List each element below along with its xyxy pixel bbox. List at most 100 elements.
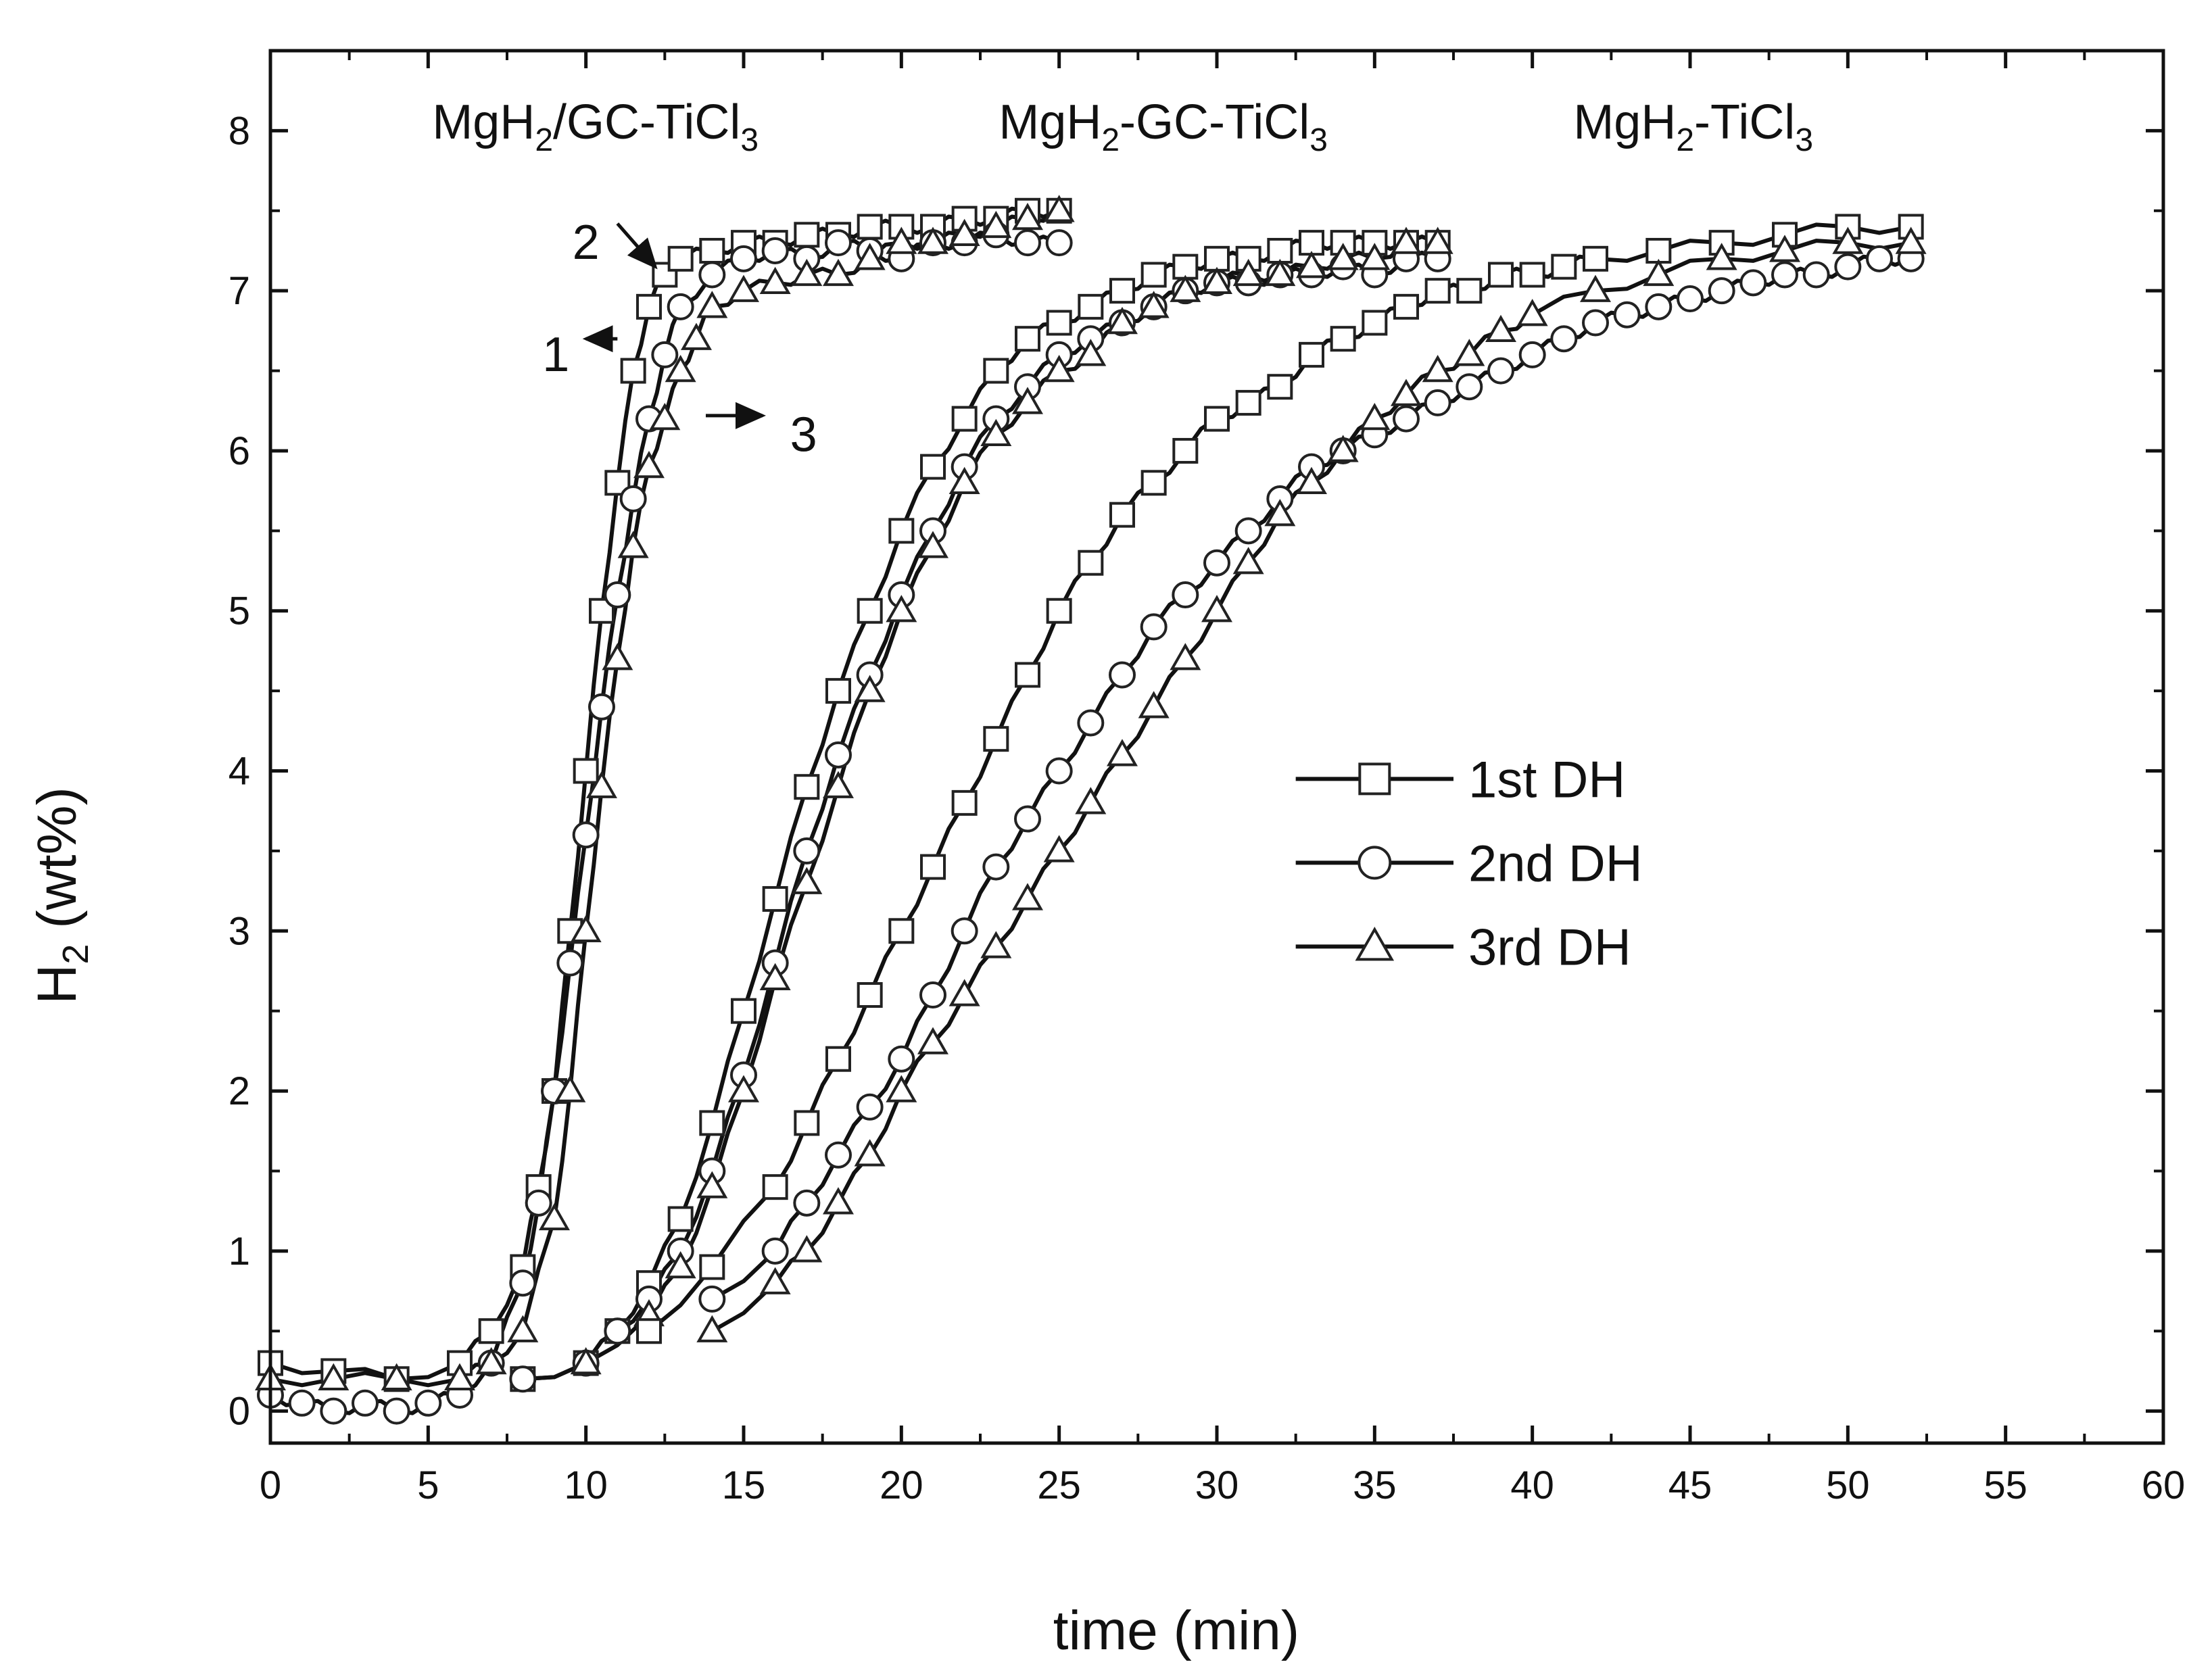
triangle-marker: [1895, 226, 1927, 254]
x-tick-label: 60: [2142, 1463, 2186, 1507]
triangle-marker: [1107, 739, 1138, 766]
circle-marker: [825, 229, 852, 257]
square-marker: [573, 758, 599, 784]
circle-marker: [1802, 261, 1830, 289]
group-label-part: /GC-TiCl: [553, 95, 740, 149]
triangle-marker: [1264, 499, 1296, 527]
square-marker: [983, 358, 1009, 384]
triangle-marker: [649, 403, 681, 431]
circle-marker: [556, 949, 584, 977]
circle-marker: [1645, 293, 1673, 320]
circle-marker: [730, 245, 757, 272]
triangle-marker: [1170, 274, 1201, 302]
square-marker: [794, 222, 820, 248]
triangle-marker: [948, 466, 980, 494]
x-tick-label: 30: [1195, 1463, 1239, 1507]
square-marker: [951, 406, 978, 432]
circle-marker: [383, 1397, 410, 1425]
triangle-marker: [1769, 235, 1800, 262]
x-tick-label: 5: [417, 1463, 439, 1507]
x-tick-label: 0: [260, 1463, 281, 1507]
triangle-marker: [1359, 403, 1391, 431]
circle-marker: [509, 1269, 537, 1297]
triangle-marker: [886, 595, 917, 623]
triangle-marker: [917, 226, 948, 254]
square-marker: [1015, 326, 1040, 352]
triangle-marker: [980, 931, 1012, 958]
triangle-marker: [1012, 883, 1043, 910]
y-tick-label: 6: [229, 429, 250, 473]
square-marker: [920, 454, 946, 480]
square-marker: [1551, 253, 1577, 280]
annotation-label: 3: [790, 408, 817, 462]
y-axis-label-rest: (wt%): [26, 787, 88, 944]
circle-marker: [1739, 269, 1767, 297]
triangle-marker: [1643, 258, 1675, 287]
triangle-marker: [1232, 258, 1264, 287]
triangle-marker: [759, 1267, 791, 1294]
triangle-marker: [1107, 306, 1138, 335]
triangle-marker: [1043, 354, 1075, 383]
square-marker: [604, 470, 631, 496]
triangle-marker: [1201, 266, 1232, 294]
square-marker: [762, 1174, 788, 1200]
annotation-label: 2: [573, 216, 600, 270]
circle-marker: [1393, 405, 1420, 433]
group-label-part: 3: [1309, 122, 1328, 158]
triangle-marker: [1012, 387, 1043, 414]
square-marker: [1267, 374, 1293, 400]
annotations: 1 2 3: [542, 216, 817, 462]
circle-marker: [320, 1397, 347, 1425]
circle-marker: [1677, 285, 1704, 313]
series-line: [270, 209, 1061, 1388]
circle-marker: [1077, 709, 1105, 737]
legend-label: 2nd DH: [1468, 835, 1643, 892]
triangle-marker: [1170, 643, 1201, 671]
square-marker: [762, 885, 788, 912]
circle-marker: [651, 341, 679, 368]
circle-marker: [619, 485, 647, 512]
triangle-marker: [665, 1250, 696, 1279]
triangle-marker: [886, 226, 917, 254]
square-marker: [1140, 262, 1167, 288]
square-marker: [951, 789, 978, 816]
square-marker: [857, 982, 883, 1008]
square-marker: [1172, 253, 1199, 280]
square-marker: [1330, 230, 1356, 256]
square-marker: [1299, 230, 1324, 256]
group-label: MgH2-GC-TiCl3: [999, 95, 1328, 158]
group-label-part: 2: [1101, 122, 1120, 158]
x-tick-label: 45: [1668, 1463, 1712, 1507]
square-marker: [1140, 470, 1167, 496]
circle-marker: [352, 1389, 379, 1417]
legend-label: 3rd DH: [1468, 919, 1631, 976]
axis-ticks: [268, 51, 2165, 1443]
square-marker: [699, 237, 725, 264]
x-tick-labels: 0 5 10 15 20 25 30 35 40 45 50 55 60: [260, 1463, 2185, 1507]
square-marker: [1109, 502, 1135, 528]
triangle-marker: [791, 1235, 823, 1263]
triangle-marker: [633, 451, 665, 479]
x-tick-label: 40: [1510, 1463, 1554, 1507]
series-line: [711, 239, 1912, 1333]
square-marker: [1204, 406, 1230, 432]
triangle-marker: [980, 210, 1012, 239]
square-marker: [983, 726, 1009, 752]
triangle-marker: [1422, 226, 1453, 254]
circle-marker: [888, 1045, 915, 1073]
group-label-part: -TiCl: [1694, 95, 1795, 149]
x-axis-label: time (min): [1053, 1600, 1299, 1661]
square-marker: [636, 293, 662, 320]
triangle-marker: [1232, 547, 1264, 575]
circle-marker: [825, 1141, 852, 1169]
y-axis-label-main: H: [26, 965, 88, 1004]
x-tick-label: 25: [1037, 1463, 1081, 1507]
circle-marker: [1834, 253, 1862, 281]
square-marker: [667, 245, 694, 272]
triangle-marker: [1138, 291, 1170, 318]
y-tick-label: 3: [229, 909, 250, 953]
triangle-marker: [1296, 251, 1327, 278]
triangle-marker: [681, 322, 712, 350]
group-label: MgH2-TiCl3: [1573, 95, 1813, 158]
